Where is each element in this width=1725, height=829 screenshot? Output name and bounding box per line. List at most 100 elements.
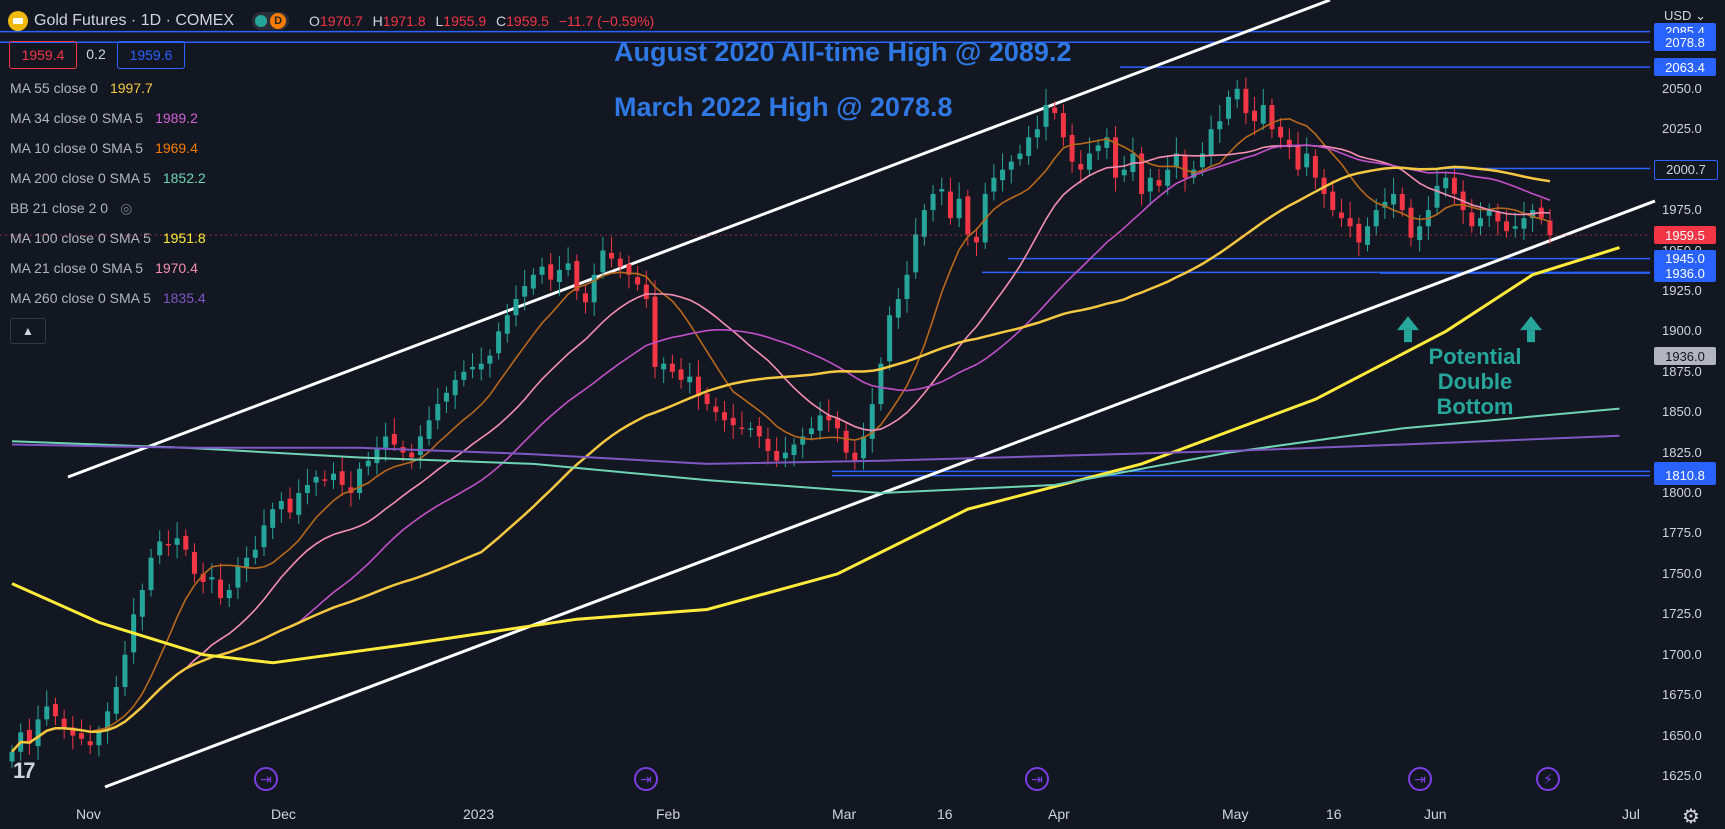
indicator-label: MA 100 close 0 SMA 5 [10, 230, 151, 246]
double-bottom-annotation: Potential Double Bottom [1410, 344, 1540, 419]
candle-body [574, 261, 580, 291]
candle-body [261, 525, 267, 548]
ma260-line [11, 434, 1620, 465]
candle-body [834, 417, 840, 429]
candle-body [965, 196, 971, 235]
event-marker-icon[interactable]: ⇥ [1025, 767, 1049, 791]
currency-selector[interactable]: USD ⌄ [1664, 8, 1706, 24]
y-tick-label: 1925.0 [1662, 282, 1702, 298]
indicator-row[interactable]: MA 200 close 0 SMA 5 1852.2 [10, 170, 206, 186]
candle-body [391, 434, 397, 445]
candle-body [730, 417, 736, 426]
candle-body [1052, 107, 1058, 114]
candle-body [1069, 134, 1075, 162]
event-marker-icon[interactable]: ⇥ [1408, 767, 1432, 791]
candle-body [991, 177, 997, 192]
candle-body [1373, 210, 1379, 227]
indicator-value: 1969.4 [155, 140, 198, 156]
price-level-tag: 1810.8 [1654, 466, 1716, 485]
candle-body [209, 577, 215, 580]
candle-body [1443, 177, 1449, 189]
indicator-row[interactable]: MA 55 close 0 1997.7 [10, 80, 153, 96]
candle-body [165, 543, 171, 546]
candle-body [1504, 221, 1510, 232]
candle-body [678, 369, 684, 380]
candle-body [1338, 212, 1344, 219]
hidden-eye-icon[interactable]: ◎ [120, 200, 133, 216]
double-bottom-line1: Potential [1428, 344, 1522, 369]
candle-body [35, 719, 41, 747]
indicator-value: 1951.8 [162, 230, 206, 246]
buy-price-button[interactable]: 1959.6 [117, 41, 185, 69]
candle-body [148, 557, 154, 591]
market-status-pill[interactable]: D [252, 12, 290, 30]
indicator-row[interactable]: MA 100 close 0 SMA 5 1951.8 [10, 230, 206, 246]
collapse-legend-button[interactable]: ▲ [10, 318, 46, 344]
candle-body [417, 436, 423, 456]
candle-body [1121, 169, 1127, 176]
indicator-row[interactable]: MA 260 close 0 SMA 5 1835.4 [10, 290, 206, 306]
candle-body [1434, 185, 1440, 208]
dividend-marker-icon[interactable]: ⚡ [1536, 767, 1560, 791]
x-tick-label: Jul [1622, 806, 1640, 822]
candle-body [1113, 137, 1119, 178]
indicator-row[interactable]: MA 34 close 0 SMA 5 1989.2 [10, 110, 198, 126]
y-tick-label: 1850.0 [1662, 404, 1702, 420]
x-tick-label: Feb [656, 806, 681, 822]
candle-body [87, 741, 93, 746]
candle-body [226, 590, 232, 599]
y-tick-label: 1875.0 [1662, 363, 1702, 379]
candle-body [1026, 137, 1032, 156]
candle-body [1417, 226, 1423, 241]
candle-body [1208, 129, 1214, 156]
candle-body [313, 476, 319, 483]
candle-body [174, 538, 180, 545]
candle-body [1295, 145, 1301, 170]
event-marker-icon[interactable]: ⇥ [254, 767, 278, 791]
candle-body [1469, 212, 1475, 227]
symbol-title[interactable]: Gold Futures · 1D · COMEX [34, 12, 235, 29]
candle-body [70, 727, 76, 736]
candle-body [183, 535, 189, 550]
candle-body [1547, 220, 1553, 236]
candle-body [852, 452, 858, 461]
candle-body [435, 404, 441, 421]
candle-body [470, 366, 476, 370]
sell-price-button[interactable]: 1959.4 [9, 41, 77, 69]
candle-body [1156, 180, 1162, 186]
x-tick-label: Apr [1048, 806, 1070, 822]
y-tick-label: 2050.0 [1662, 80, 1702, 96]
indicator-row[interactable]: MA 21 close 0 SMA 5 1970.4 [10, 260, 198, 276]
indicator-row[interactable]: BB 21 close 2 0 ◎ [10, 200, 132, 217]
candle-body [278, 501, 284, 510]
candle-body [1477, 218, 1483, 227]
gear-icon[interactable]: ⚙ [1682, 806, 1700, 828]
event-marker-icon[interactable]: ⇥ [634, 767, 658, 791]
candle-body [861, 436, 867, 459]
candle-body [591, 274, 597, 303]
high-value: 1971.8 [382, 13, 426, 29]
candle-body [869, 404, 875, 439]
candle-body [748, 428, 754, 430]
candle-body [1173, 153, 1179, 168]
candle-body [704, 393, 710, 405]
candle-body [452, 379, 458, 396]
x-tick-label: May [1222, 806, 1249, 822]
delay-badge: D [270, 13, 287, 29]
x-tick-label: 16 [937, 806, 953, 822]
indicator-label: MA 34 close 0 SMA 5 [10, 110, 144, 126]
y-tick-label: 1825.0 [1662, 444, 1702, 460]
candle-body [609, 252, 615, 259]
candle-body [739, 427, 745, 430]
candle-body [808, 428, 814, 435]
candle-body [1347, 218, 1353, 227]
candle-body [913, 234, 919, 273]
candle-body [1451, 177, 1457, 194]
high-key: H [372, 13, 383, 29]
candle-body [61, 718, 67, 728]
channel-upper-line [67, 0, 1331, 479]
indicator-row[interactable]: MA 10 close 0 SMA 5 1969.4 [10, 140, 198, 156]
y-tick-label: 1800.0 [1662, 485, 1702, 501]
y-tick-label: 2025.0 [1662, 121, 1702, 137]
